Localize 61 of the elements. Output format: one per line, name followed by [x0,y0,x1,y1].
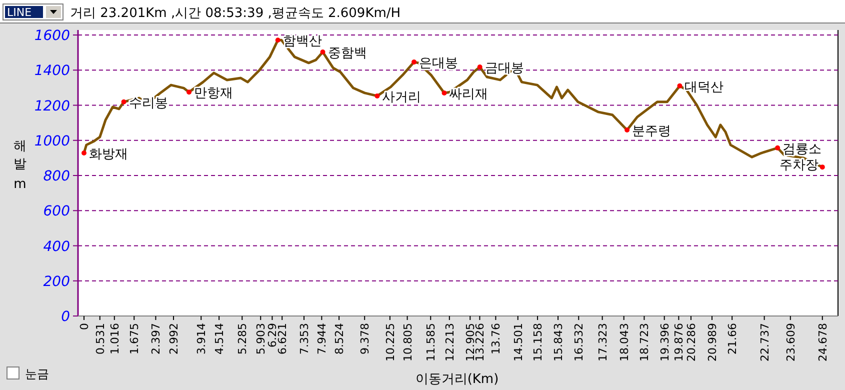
x-axis-title: 이동거리(Km) [415,372,499,387]
y-tick-label: 1200 [34,98,70,114]
y-tick-label: 1600 [34,28,70,44]
x-tick-label: 13.76 [490,323,503,354]
annotation: 주차장 [779,158,818,174]
x-tick-label: 24.678 [816,323,830,362]
x-tick-label: 5.903 [254,323,268,354]
x-tick-label: 1.675 [128,323,142,354]
x-tick-label: 2.397 [150,323,163,354]
annotation: 중함백 [328,46,367,62]
y-tick-label: 600 [43,204,70,220]
x-tick-label: 9.378 [358,323,372,354]
y-tick-label: 0 [61,309,70,325]
x-tick-label: 15.843 [552,323,566,362]
x-tick-label: 7.353 [298,323,311,354]
x-tick-label: 20.989 [706,323,720,362]
y-tick-label: 1400 [34,63,70,80]
y-tick-label: 800 [43,168,70,184]
annotation: 화방재 [88,147,128,162]
x-tick-label: 23.609 [784,323,798,362]
annotation: 함백산 [282,34,322,50]
x-tick-label: 6.621 [276,323,290,354]
x-tick-label: 0.531 [94,323,107,354]
x-tick-label: 1.016 [108,323,122,354]
y-tick-label: 1000 [34,133,70,150]
dropdown-select: LINE [2,4,64,20]
x-tick-label: 5.285 [236,323,250,354]
x-tick-label: 15.158 [532,323,545,362]
x-tick-label: 8.524 [333,323,346,354]
x-tick-label: 16.532 [572,323,586,362]
x-tick-label: 21.66 [726,323,740,354]
annotation: 검룡소 [782,142,822,157]
x-tick-label: 20.286 [684,323,698,362]
x-tick-label: 0 [78,323,91,330]
x-tick-label: 10.805 [401,323,414,362]
x-tick-label: 14.501 [512,323,525,362]
annotation: 싸리재 [449,86,488,102]
x-tick-label: 11.585 [424,323,438,362]
checkbox: 눈금 [6,366,49,381]
x-tick-label: 17.323 [596,323,610,362]
y-tick-label: 400 [43,238,70,255]
y-tick-label: 200 [43,274,70,290]
x-tick-label: 19.396 [658,323,672,362]
x-tick-label: 13.226 [474,323,487,362]
annotation: 만항재 [194,86,234,102]
x-tick-label: 10.225 [384,323,397,362]
y-axis-title: 해발 m [14,139,26,192]
chart-title: 거리 23.201Km ,시간 08:53:39 ,평균속도 2.609Km/H [70,6,401,21]
x-tick-label: 18.723 [638,323,652,362]
annotation: 대덕산 [684,80,724,95]
x-tick-label: 4.514 [213,323,226,354]
annotation: 사거리 [382,90,422,105]
x-tick-label: 12.213 [443,323,456,362]
x-tick-label: 19.876 [672,323,686,362]
x-tick-label: 18.043 [618,323,631,362]
x-tick-label: 7.944 [316,323,329,354]
x-tick-label: 3.914 [195,323,208,354]
x-tick-label: 22.737 [758,323,772,362]
annotation: 분주령 [632,124,672,140]
x-tick-label: 2.992 [168,323,181,354]
annotation: 은대봉 [419,56,458,72]
